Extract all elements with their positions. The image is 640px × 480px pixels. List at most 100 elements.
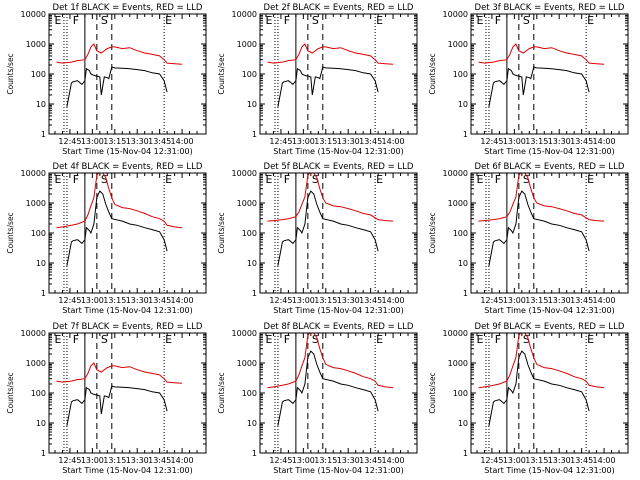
y-tick-label: 10 [36,100,46,109]
x-axis-label: Start Time (15-Nov-04 12:31:00) [484,466,614,475]
interval-letter: E [165,14,172,27]
lld-series-line [56,362,183,384]
interval-letter: S [101,173,108,186]
x-tick-label: 13:15 [525,296,548,305]
y-tick-label: 100 [453,229,468,238]
plot-frame [48,172,207,294]
y-tick-label: 1000 [237,40,257,49]
y-tick-label: 10000 [232,329,257,338]
interval-letter: E [54,173,61,186]
x-tick-label: 13:45 [359,137,382,146]
y-tick-label: 100 [31,389,46,398]
x-tick-label: 13:45 [148,456,171,465]
plot-frame [259,332,418,454]
y-tick-label: 100 [242,389,257,398]
y-tick-label: 10000 [232,169,257,178]
x-axis-label: Start Time (15-Nov-04 12:31:00) [62,466,192,475]
interval-letter: E [376,333,383,346]
x-axis-label: Start Time (15-Nov-04 12:31:00) [62,147,192,156]
x-tick-label: 13:00 [81,137,104,146]
y-tick-label: 10 [458,419,468,428]
interval-letter: E [165,173,172,186]
x-tick-label: 12:45 [58,456,81,465]
y-tick-label: 1 [463,449,468,458]
lld-series-line [56,173,183,229]
y-tick-label: 10000 [443,329,468,338]
y-tick-label: 1 [41,289,46,298]
x-tick-label: 13:30 [337,456,360,465]
y-axis-label: Counts/sec [217,53,226,94]
interval-letter: S [101,333,108,346]
y-tick-label: 10 [458,259,468,268]
panel-title: Det 1f BLACK = Events, RED = LLD [53,3,203,13]
x-axis-label: Start Time (15-Nov-04 12:31:00) [484,147,614,156]
x-tick-label: 13:30 [548,137,571,146]
y-tick-label: 10000 [21,10,46,19]
plot-frame [470,332,629,454]
x-tick-label: 14:00 [171,296,194,305]
x-tick-label: 13:00 [292,296,315,305]
interval-letter: E [376,14,383,27]
y-tick-label: 1 [252,449,257,458]
y-tick-label: 10000 [232,10,257,19]
x-tick-label: 13:00 [81,456,104,465]
x-tick-label: 13:00 [503,137,526,146]
x-tick-label: 13:00 [503,456,526,465]
y-axis-label: Counts/sec [217,212,226,253]
panel-title: Det 4f BLACK = Events, RED = LLD [53,162,203,172]
y-tick-label: 1000 [448,359,468,368]
x-tick-label: 13:00 [292,456,315,465]
lld-series-line [267,43,394,65]
x-tick-label: 12:45 [269,456,292,465]
plot-frame [259,13,418,135]
interval-letter: F [284,14,290,27]
x-tick-label: 14:00 [382,296,405,305]
interval-letter: E [587,333,594,346]
x-axis-label: Start Time (15-Nov-04 12:31:00) [484,306,614,315]
y-tick-label: 1 [41,449,46,458]
interval-letter: E [587,14,594,27]
x-tick-label: 13:30 [126,296,149,305]
y-axis-label: Counts/sec [6,53,15,94]
y-tick-label: 10000 [21,169,46,178]
x-tick-label: 13:15 [314,456,337,465]
interval-letter: F [73,14,79,27]
panel-title: Det 5f BLACK = Events, RED = LLD [264,162,414,172]
y-tick-label: 10 [247,100,257,109]
interval-letter: E [376,173,383,186]
events-series-line [66,66,168,107]
x-tick-label: 13:30 [548,456,571,465]
y-tick-label: 10 [247,419,257,428]
events-series-line [277,190,379,266]
events-series-line [488,190,590,266]
x-tick-label: 13:45 [570,456,593,465]
x-tick-label: 13:45 [148,137,171,146]
interval-letter: F [73,333,79,346]
plot-frame [259,172,418,294]
interval-letter: F [495,173,501,186]
x-tick-label: 13:45 [148,296,171,305]
x-tick-label: 13:15 [525,456,548,465]
interval-letter: E [587,173,594,186]
y-tick-label: 1000 [26,40,46,49]
x-axis-label: Start Time (15-Nov-04 12:31:00) [273,147,403,156]
interval-letter: F [495,14,501,27]
x-tick-label: 13:45 [570,137,593,146]
y-tick-label: 1000 [26,199,46,208]
x-tick-label: 12:45 [58,296,81,305]
x-tick-label: 13:00 [503,296,526,305]
y-tick-label: 1000 [448,40,468,49]
y-tick-label: 10000 [443,10,468,19]
lld-series-line [56,43,183,65]
x-tick-label: 12:45 [480,456,503,465]
x-tick-label: 13:45 [359,296,382,305]
x-tick-label: 13:30 [548,296,571,305]
lld-series-line [478,43,605,65]
y-tick-label: 100 [453,70,468,79]
interval-letter: S [523,333,530,346]
interval-letter: E [265,333,272,346]
